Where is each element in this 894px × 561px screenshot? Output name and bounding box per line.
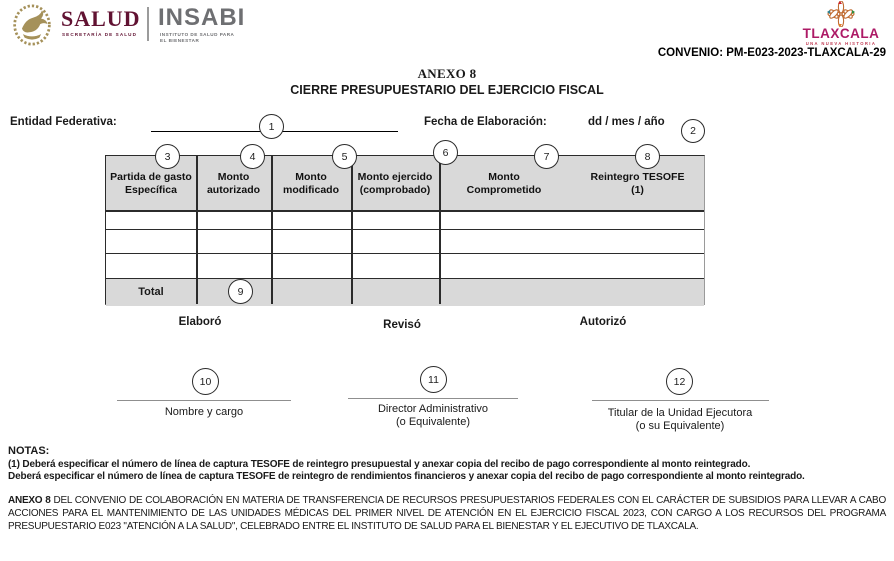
total-cell-ejercido[interactable] (351, 279, 439, 306)
signature-line-autorizo[interactable] (592, 400, 769, 401)
tlaxcala-logo-name: TLAXCALA (802, 26, 880, 41)
signature-caption-autorizo: Titular de la Unidad Ejecutora (o su Equ… (607, 407, 753, 432)
salud-logo: SALUD (61, 6, 141, 31)
callout-11: 11 (420, 366, 447, 393)
footer-legal-paragraph: ANEXO 8 DEL CONVENIO DE COLABORACIÓN EN … (8, 495, 886, 533)
document-title-anexo: ANEXO 8 (417, 66, 477, 81)
table-cell-r2c3[interactable] (271, 229, 351, 253)
signature-line-elaboro[interactable] (117, 400, 291, 401)
col-header-ejercido: Monto ejercido (comprobado) (357, 171, 433, 196)
table-cell-r2c4[interactable] (351, 229, 439, 253)
document-title-main: CIERRE PRESUPUESTARIO DEL EJERCICIO FISC… (290, 83, 604, 97)
total-row-label: Total (138, 286, 164, 298)
table-row-divider (106, 229, 704, 231)
tlaxcala-logo-tagline: UNA NUEVA HISTORIA (805, 41, 877, 46)
table-cell-r1c2[interactable] (196, 212, 271, 229)
callout-10: 10 (192, 368, 219, 395)
col-header-autorizado: Monto autorizado (206, 171, 261, 196)
callout-12: 12 (666, 368, 693, 395)
callout-3: 3 (155, 144, 180, 169)
signature-caption-elaboro: Nombre y cargo (164, 406, 244, 418)
callout-9: 9 (228, 279, 253, 304)
table-cell-r1c4[interactable] (351, 212, 439, 229)
callout-2: 2 (681, 119, 705, 143)
mexico-eagle-emblem-icon (13, 4, 51, 46)
table-cell-r3c1[interactable] (106, 253, 196, 279)
table-cell-r3c2[interactable] (196, 253, 271, 279)
tlaxcala-logo: TLAXCALA UNA NUEVA HISTORIA (795, 1, 887, 46)
table-cell-r3c4[interactable] (351, 253, 439, 279)
table-total-band (106, 279, 704, 306)
footer-anexo-label: ANEXO 8 (8, 495, 51, 506)
table-cell-r2c5[interactable] (439, 229, 706, 253)
insabi-logo-subtitle: INSTITUTO DE SALUD PARA EL BIENESTAR (160, 32, 235, 43)
callout-5: 5 (332, 144, 357, 169)
budget-table: Partida de gasto Específica Monto autori… (105, 155, 706, 306)
table-row-divider (106, 253, 704, 255)
table-cell-r3c5[interactable] (439, 253, 706, 279)
table-cell-r1c1[interactable] (106, 212, 196, 229)
signature-line-reviso[interactable] (348, 398, 518, 399)
callout-8: 8 (635, 144, 660, 169)
table-cell-r1c5[interactable] (439, 212, 706, 229)
total-cell-modificado[interactable] (271, 279, 351, 306)
entidad-federativa-label: Entidad Federativa: (10, 116, 117, 128)
tlaxcala-flower-icon (827, 1, 855, 27)
table-cell-r2c2[interactable] (196, 229, 271, 253)
table-header-band (106, 156, 704, 212)
header-logo-divider (147, 7, 149, 41)
callout-4: 4 (240, 144, 265, 169)
col-header-comprometido: Monto Comprometido (466, 171, 542, 196)
col-header-partida: Partida de gasto Específica (110, 171, 192, 196)
table-row-divider (106, 277, 704, 280)
salud-logo-subtitle: SECRETARÍA DE SALUD (62, 32, 138, 37)
table-cell-r3c3[interactable] (271, 253, 351, 279)
convenio-number: CONVENIO: PM-E023-2023-TLAXCALA-29 (657, 47, 886, 59)
signature-caption-reviso: Director Administrativo (o Equivalente) (377, 403, 489, 428)
role-elaboro: Elaboró (178, 316, 222, 328)
footer-legal-text: DEL CONVENIO DE COLABORACIÓN EN MATERIA … (8, 495, 886, 532)
fecha-elaboracion-label: Fecha de Elaboración: (424, 116, 547, 128)
callout-6: 6 (433, 140, 458, 165)
callout-7: 7 (534, 144, 559, 169)
notes-heading: NOTAS: (8, 445, 50, 457)
total-cell-comprometido[interactable] (439, 279, 706, 306)
role-reviso: Revisó (383, 319, 421, 331)
col-header-reintegro: Reintegro TESOFE (1) (590, 171, 685, 196)
callout-1: 1 (259, 114, 284, 139)
col-header-modificado: Monto modificado (282, 171, 339, 196)
note-1: (1) Deberá especificar el número de líne… (8, 459, 751, 470)
table-cell-r2c1[interactable] (106, 229, 196, 253)
table-cell-r1c3[interactable] (271, 212, 351, 229)
note-2: Deberá especificar el número de línea de… (8, 471, 805, 482)
fecha-format-hint: dd / mes / año (588, 116, 665, 128)
insabi-logo: INSABI (158, 4, 246, 31)
role-autorizo: Autorizó (579, 316, 627, 328)
